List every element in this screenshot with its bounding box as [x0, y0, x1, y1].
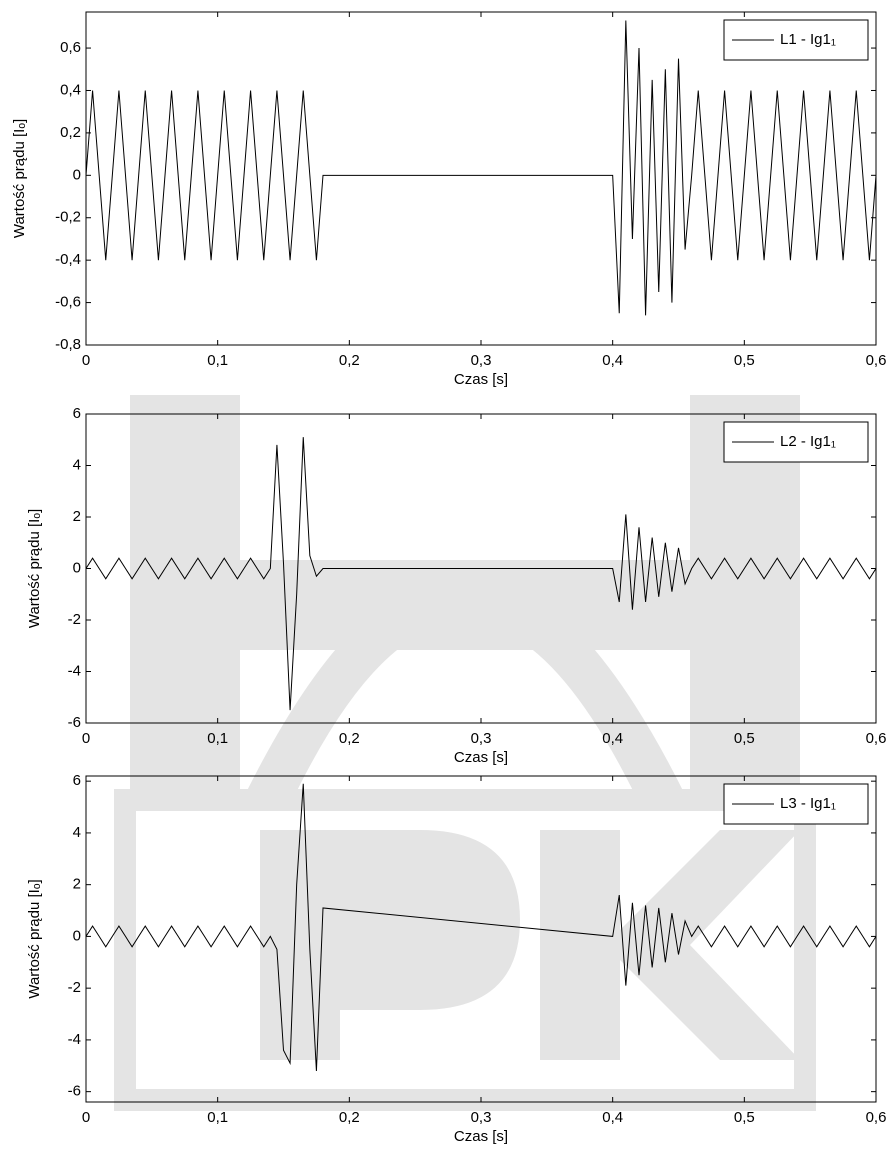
- x-tick-label: 0,6: [866, 1109, 887, 1126]
- subplot: 0 0,1 0,2 0,3 0,4 0,5 0,6 -0,8 -0,6 -0,4 -0,2 0 0,2 0…: [11, 11, 887, 388]
- data-line: [85, 783, 877, 1071]
- y-tick-label: -4: [68, 1031, 81, 1048]
- x-tick-label: 0,3: [471, 730, 492, 747]
- x-tick-label: 0,5: [734, 352, 755, 369]
- x-tick-label: 0,2: [339, 352, 360, 369]
- data-line: [85, 20, 877, 316]
- legend-label: L3 - Ig1₁: [780, 795, 836, 812]
- y-tick-label: 4: [73, 456, 81, 473]
- x-tick-label: 0,4: [602, 352, 623, 369]
- subplot: 0 0,1 0,2 0,3 0,4 0,5 0,6 -6 -4 -2 0 2 4 6 Czas [s] War…: [26, 405, 886, 766]
- x-tick-label: 0,1: [207, 1109, 228, 1126]
- subplot: 0 0,1 0,2 0,3 0,4 0,5 0,6 -6 -4 -2 0 2 4 6 Czas [s] War…: [26, 772, 886, 1145]
- x-tick-label: 0: [82, 730, 90, 747]
- y-tick-label: 6: [73, 405, 81, 422]
- x-tick-label: 0,1: [207, 352, 228, 369]
- y-tick-label: -0,2: [55, 209, 81, 226]
- x-axis-label: Czas [s]: [454, 371, 508, 388]
- y-tick-label: -2: [68, 979, 81, 996]
- plot-frame: [85, 775, 877, 1103]
- y-tick-label: 0,4: [60, 81, 81, 98]
- y-tick-label: -6: [68, 714, 81, 731]
- y-tick-label: -0,8: [55, 336, 81, 353]
- watermark: [114, 395, 816, 1111]
- x-axis-label: Czas [s]: [454, 749, 508, 766]
- x-tick-label: 0,5: [734, 730, 755, 747]
- y-tick-label: 0: [73, 927, 81, 944]
- y-tick-label: 2: [73, 508, 81, 525]
- data-line: [85, 437, 877, 711]
- y-tick-label: 0: [73, 166, 81, 183]
- y-tick-label: -6: [68, 1083, 81, 1100]
- x-tick-label: 0,5: [734, 1109, 755, 1126]
- x-tick-label: 0: [82, 352, 90, 369]
- x-tick-label: 0,6: [866, 730, 887, 747]
- y-tick-label: 6: [73, 772, 81, 789]
- x-tick-label: 0,3: [471, 352, 492, 369]
- x-tick-label: 0,2: [339, 1109, 360, 1126]
- y-axis-label: Wartość prądu [Iₒ]: [11, 119, 28, 238]
- y-tick-label: -2: [68, 611, 81, 628]
- y-tick-label: 0: [73, 559, 81, 576]
- legend-label: L2 - Ig1₁: [780, 433, 836, 450]
- x-tick-label: 0,3: [471, 1109, 492, 1126]
- y-tick-label: 0,2: [60, 124, 81, 141]
- legend-label: L1 - Ig1₁: [780, 31, 836, 48]
- x-tick-label: 0: [82, 1109, 90, 1126]
- y-tick-label: 0,6: [60, 39, 81, 56]
- y-tick-label: 2: [73, 876, 81, 893]
- y-axis-label: Wartość prądu [Iₒ]: [26, 509, 43, 628]
- x-axis-label: Czas [s]: [454, 1128, 508, 1145]
- y-axis-label: Wartość prądu [Iₒ]: [26, 879, 43, 998]
- x-tick-label: 0,6: [866, 352, 887, 369]
- x-tick-label: 0,1: [207, 730, 228, 747]
- x-tick-label: 0,2: [339, 730, 360, 747]
- x-tick-label: 0,4: [602, 1109, 623, 1126]
- x-tick-label: 0,4: [602, 730, 623, 747]
- y-tick-label: 4: [73, 824, 81, 841]
- y-tick-label: -0,4: [55, 251, 81, 268]
- y-tick-label: -0,6: [55, 294, 81, 311]
- y-tick-label: -4: [68, 662, 81, 679]
